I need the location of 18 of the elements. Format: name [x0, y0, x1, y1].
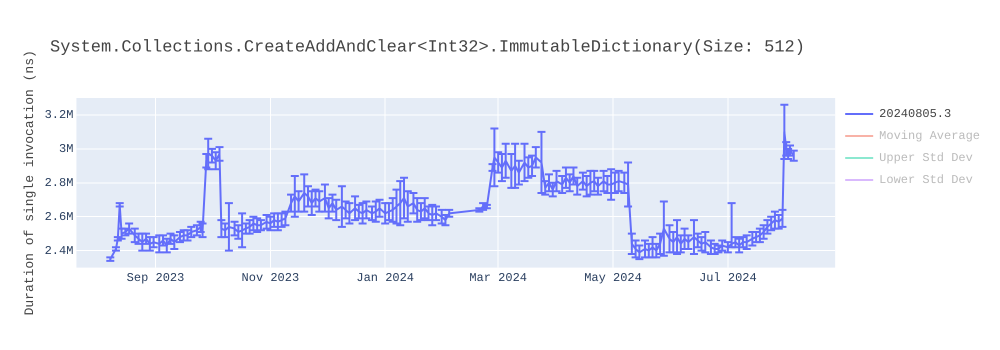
x-tick-label: Nov 2023	[242, 270, 300, 285]
y-tick-label: 2.6M	[44, 210, 74, 224]
y-tick-label: 3M	[59, 142, 74, 156]
y-tick-label: 3.2M	[44, 108, 74, 122]
legend-label: Moving Average	[879, 129, 980, 144]
x-tick-label: Sep 2023	[126, 270, 184, 285]
legend-label: Lower Std Dev	[879, 173, 973, 188]
y-tick-label: 2.8M	[44, 176, 74, 190]
legend-label: 20240805.3	[879, 107, 952, 122]
point	[182, 229, 192, 242]
x-tick-label: Mar 2024	[469, 270, 527, 285]
x-tick-label: Jan 2024	[356, 270, 414, 285]
x-tick-label: Jul 2024	[699, 270, 757, 285]
chart-title: System.Collections.CreateAddAndClear<Int32>.ImmutableDictionary(Size: 512)	[50, 38, 805, 58]
y-axis-title: Duration of single invocation (ns)	[22, 50, 38, 316]
y-tick-label: 2.4M	[44, 244, 74, 258]
x-tick-label: May 2024	[584, 270, 642, 285]
legend-label: Upper Std Dev	[879, 151, 973, 166]
